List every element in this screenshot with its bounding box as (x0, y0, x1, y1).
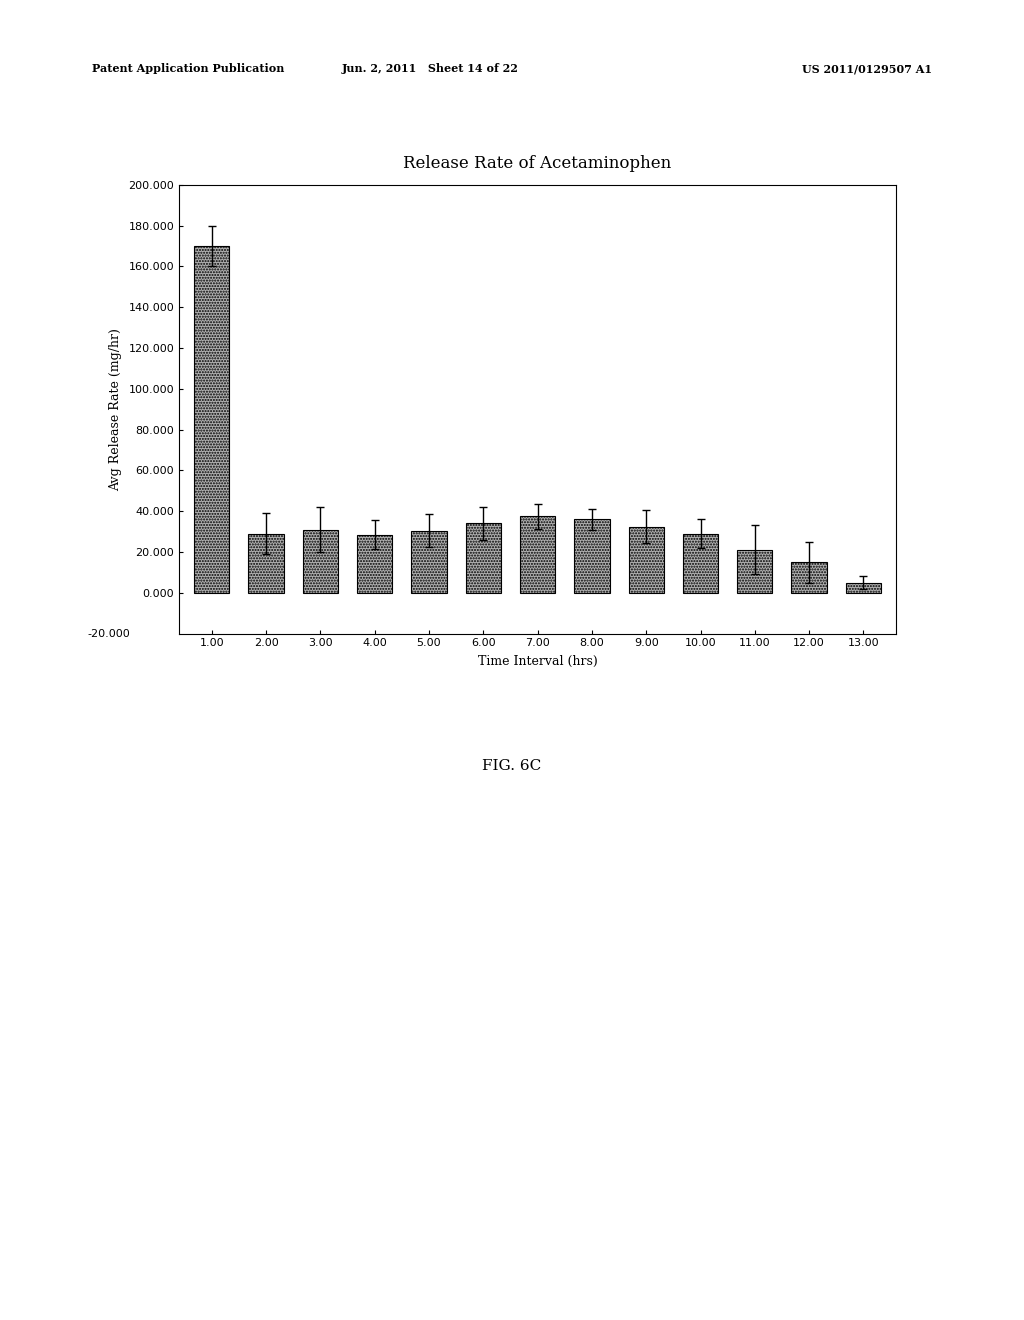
Y-axis label: Avg Release Rate (mg/hr): Avg Release Rate (mg/hr) (109, 327, 122, 491)
Bar (466, 524, 501, 593)
Title: Release Rate of Acetaminophen: Release Rate of Acetaminophen (403, 156, 672, 172)
Text: Jun. 2, 2011   Sheet 14 of 22: Jun. 2, 2011 Sheet 14 of 22 (342, 63, 518, 74)
Text: -20.000: -20.000 (88, 628, 130, 639)
Text: FIG. 6C: FIG. 6C (482, 759, 542, 772)
Bar (357, 535, 392, 593)
Bar (195, 246, 229, 593)
Bar (683, 533, 718, 593)
X-axis label: Time Interval (hrs): Time Interval (hrs) (478, 656, 597, 668)
Bar (792, 562, 826, 593)
Bar (303, 529, 338, 593)
Text: US 2011/0129507 A1: US 2011/0129507 A1 (802, 63, 932, 74)
Bar (520, 516, 555, 593)
Bar (574, 519, 609, 593)
Bar (629, 527, 664, 593)
Bar (737, 550, 772, 593)
Bar (249, 533, 284, 593)
Bar (412, 531, 446, 593)
Bar (846, 582, 881, 593)
Text: Patent Application Publication: Patent Application Publication (92, 63, 285, 74)
